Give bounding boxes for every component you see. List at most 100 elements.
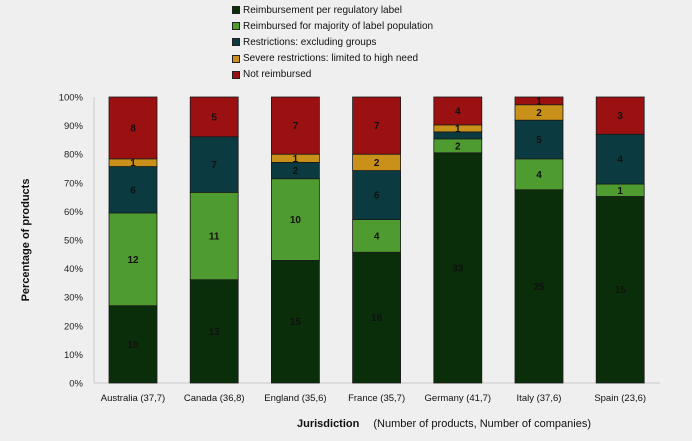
data-label: 1 bbox=[130, 158, 136, 169]
y-tick-label: 50% bbox=[64, 236, 84, 247]
data-label: 8 bbox=[130, 123, 136, 134]
bar-segment bbox=[189, 96, 239, 138]
y-tick-label: 40% bbox=[64, 264, 84, 275]
bar-segment bbox=[108, 96, 158, 160]
y-tick-label: 80% bbox=[64, 150, 84, 161]
data-label: 12 bbox=[127, 255, 139, 266]
data-label: 6 bbox=[374, 191, 380, 202]
x-tick-label: England (35,6) bbox=[264, 393, 326, 404]
legend-swatch bbox=[232, 38, 240, 47]
data-label: 2 bbox=[374, 158, 380, 169]
data-label: 2 bbox=[455, 141, 461, 152]
bar-segment bbox=[270, 260, 320, 384]
bar-stack: 13 11 7 5 bbox=[189, 96, 239, 384]
legend-label: Reimbursement per regulatory label bbox=[243, 4, 402, 16]
legend-item: Restrictions: excluding groups bbox=[232, 34, 433, 50]
axes: 0% 10% 20% 30% 40% 50% 60% 70% 80% 90% 100% Austral… bbox=[59, 93, 660, 404]
bar-segment bbox=[433, 96, 483, 126]
bar-segment bbox=[352, 96, 402, 155]
data-label: 25 bbox=[533, 282, 545, 293]
bar-stack: 15 10 21 7 bbox=[270, 96, 320, 384]
data-label: 33 bbox=[452, 263, 464, 274]
data-label: 11 bbox=[209, 232, 220, 243]
bar-segment bbox=[270, 96, 320, 155]
data-label: 7 bbox=[374, 121, 380, 132]
legend-label: Reimbursed for majority of label populat… bbox=[243, 20, 434, 32]
bar-segment bbox=[270, 178, 320, 261]
legend-item: Not reimbursed bbox=[232, 67, 433, 83]
bars: 1012618131175151021716462733214254521151… bbox=[108, 96, 645, 384]
y-tick-label: 20% bbox=[64, 321, 84, 332]
data-label: 2 bbox=[536, 108, 542, 119]
x-tick-label: Australia (37,7) bbox=[101, 393, 165, 404]
bar-segment bbox=[514, 158, 564, 191]
bar-segment bbox=[514, 189, 564, 384]
x-tick-label: Italy (37,6) bbox=[517, 393, 562, 404]
bar-stack: 15 1 4 3 bbox=[595, 96, 645, 384]
data-label: 10 bbox=[127, 340, 139, 351]
y-tick-label: 100% bbox=[59, 93, 84, 104]
bar-stack: 25 4 5 21 bbox=[514, 96, 564, 384]
x-tick-label: France (35,7) bbox=[348, 393, 405, 404]
data-label: 1 bbox=[617, 186, 623, 197]
data-label: 1 bbox=[536, 96, 542, 107]
legend-label: Severe restrictions: limited to high nee… bbox=[243, 53, 419, 65]
data-label: 6 bbox=[130, 185, 136, 196]
data-label: 15 bbox=[290, 317, 302, 328]
legend-item: Reimbursed for majority of label populat… bbox=[232, 18, 433, 34]
legend-item: Reimbursement per regulatory label bbox=[232, 2, 433, 18]
y-tick-label: 0% bbox=[69, 379, 83, 390]
legend-swatch bbox=[232, 54, 240, 63]
bar-segment bbox=[433, 152, 483, 384]
data-label: 4 bbox=[455, 106, 461, 117]
x-tick-label: Spain (23,6) bbox=[594, 393, 646, 404]
bar-segment bbox=[514, 96, 564, 106]
data-label: 3 bbox=[617, 111, 623, 122]
legend-swatch bbox=[232, 6, 240, 15]
data-label: 5 bbox=[211, 112, 217, 123]
y-tick-label: 10% bbox=[64, 350, 84, 361]
data-label: 1 bbox=[455, 124, 461, 135]
bar-segment bbox=[595, 196, 645, 384]
bar-segment bbox=[189, 191, 239, 281]
x-tick-label: Germany (41,7) bbox=[425, 393, 492, 404]
bar-segment bbox=[595, 96, 645, 135]
x-axis-title: Jurisdiction bbox=[297, 418, 360, 430]
bar-stack: 10 12 6 1 8 bbox=[108, 96, 158, 384]
bar-segment bbox=[595, 133, 645, 185]
y-tick-label: 70% bbox=[64, 178, 84, 189]
bar-segment bbox=[514, 119, 564, 160]
data-label: 2 bbox=[293, 166, 299, 177]
data-label: 13 bbox=[209, 327, 221, 338]
data-label: 1 bbox=[293, 154, 299, 165]
bar-segment bbox=[189, 136, 239, 193]
y-tick-label: 90% bbox=[64, 121, 84, 132]
data-label: 15 bbox=[615, 285, 627, 296]
legend-label: Not reimbursed bbox=[243, 69, 312, 81]
y-axis-title: Percentage of products bbox=[20, 178, 32, 302]
legend-label: Restrictions: excluding groups bbox=[243, 36, 377, 48]
bar-stack: 16 4 6 2 7 bbox=[352, 96, 402, 384]
data-label: 7 bbox=[211, 160, 217, 171]
data-label: 4 bbox=[536, 170, 542, 181]
bar-segment bbox=[352, 251, 402, 384]
legend-swatch bbox=[232, 70, 240, 79]
bar-stack: 33 2 1 4 bbox=[433, 96, 483, 384]
x-tick-label: Canada (36,8) bbox=[184, 393, 245, 404]
data-label: 4 bbox=[617, 155, 623, 166]
bar-segment bbox=[352, 219, 402, 253]
y-tick-label: 60% bbox=[64, 207, 84, 218]
legend-item: Severe restrictions: limited to high nee… bbox=[232, 51, 433, 67]
data-label: 5 bbox=[536, 135, 542, 146]
data-label: 4 bbox=[374, 231, 380, 242]
legend-swatch bbox=[232, 22, 240, 31]
data-label: 7 bbox=[293, 121, 299, 132]
data-label: 16 bbox=[371, 313, 383, 324]
bar-segment bbox=[352, 170, 402, 220]
data-label: 10 bbox=[290, 215, 302, 226]
x-axis-note: (Number of products, Number of companies… bbox=[373, 418, 591, 430]
chart-legend: Reimbursement per regulatory label Reimbu… bbox=[232, 2, 433, 83]
y-tick-label: 30% bbox=[64, 293, 84, 304]
x-axis-title-group: Jurisdiction (Number of products, Number … bbox=[297, 418, 591, 430]
